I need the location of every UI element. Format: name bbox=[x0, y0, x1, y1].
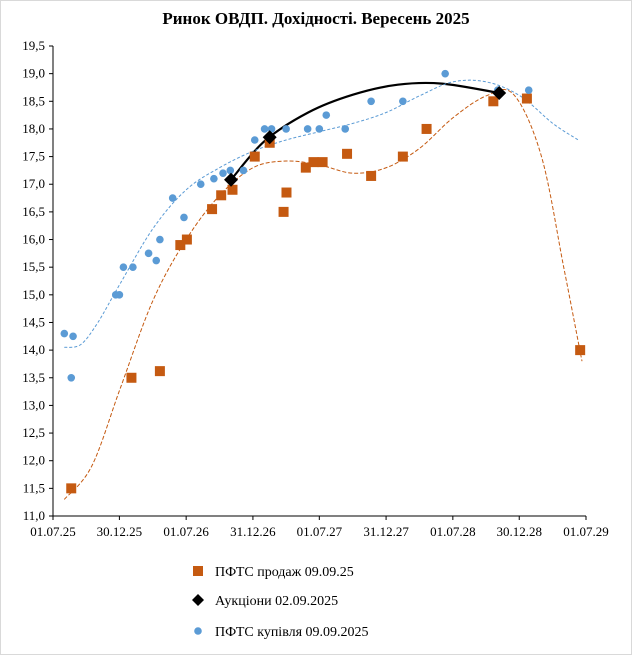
data-point-circle bbox=[303, 125, 312, 133]
x-tick-label: 31.12.26 bbox=[230, 524, 276, 539]
legend-marker-2 bbox=[192, 594, 204, 606]
data-point-square bbox=[249, 151, 260, 162]
x-tick-label: 01.07.26 bbox=[163, 524, 209, 539]
x-tick-label: 01.07.27 bbox=[297, 524, 343, 539]
data-point-square bbox=[300, 162, 311, 173]
data-point-circle bbox=[367, 97, 375, 106]
y-tick-label: 17,0 bbox=[22, 176, 45, 191]
data-point-circle bbox=[60, 329, 69, 338]
data-point-circle bbox=[152, 256, 161, 265]
y-tick-label: 14,0 bbox=[22, 342, 45, 357]
data-point-diamond bbox=[224, 172, 239, 187]
data-point-circle bbox=[119, 263, 128, 271]
data-point-circle bbox=[129, 263, 137, 271]
y-tick-label: 18,0 bbox=[22, 121, 45, 136]
y-tick-label: 14,5 bbox=[22, 314, 45, 329]
data-point-square bbox=[227, 184, 238, 195]
data-point-circle bbox=[210, 174, 218, 183]
data-point-circle bbox=[260, 125, 269, 133]
data-point-square bbox=[154, 366, 165, 377]
data-point-circle bbox=[226, 166, 235, 175]
legend: ПФТС продаж 09.09.25 Аукціони 02.09.2025 П… bbox=[192, 565, 369, 640]
data-point-square bbox=[66, 483, 77, 494]
y-tick-label: 15,5 bbox=[22, 259, 45, 274]
trendline-1 bbox=[63, 89, 583, 500]
data-point-circle bbox=[115, 291, 124, 299]
data-point-circle bbox=[67, 373, 76, 382]
data-marks bbox=[60, 69, 586, 494]
data-point-circle bbox=[282, 125, 290, 133]
y-tick-label: 19,5 bbox=[22, 38, 45, 53]
legend-label-2: Аукціони 02.09.2025 bbox=[215, 594, 338, 609]
data-point-diamond bbox=[262, 130, 277, 145]
data-point-diamond bbox=[492, 86, 507, 100]
data-point-circle bbox=[399, 97, 407, 106]
data-point-circle bbox=[144, 249, 153, 258]
data-point-circle bbox=[250, 136, 259, 144]
y-tick-label: 15,0 bbox=[22, 287, 45, 302]
data-point-square bbox=[181, 234, 192, 245]
x-tick-label: 01.07.28 bbox=[430, 524, 476, 539]
legend-label-1: ПФТС продаж 09.09.25 bbox=[215, 565, 354, 580]
data-point-square bbox=[421, 123, 432, 134]
data-point-circle bbox=[322, 111, 331, 119]
y-tick-label: 13,0 bbox=[22, 397, 45, 412]
y-tick-label: 16,5 bbox=[22, 204, 45, 219]
data-point-square bbox=[342, 148, 353, 159]
data-point-circle bbox=[69, 332, 77, 341]
x-tick-label: 30.12.28 bbox=[496, 524, 542, 539]
y-tick-label: 16,0 bbox=[22, 232, 45, 247]
legend-marker-1 bbox=[193, 566, 203, 576]
data-point-circle bbox=[239, 166, 248, 175]
y-tick-label: 19,0 bbox=[22, 66, 45, 81]
x-tick-label: 01.07.25 bbox=[30, 524, 76, 539]
y-tick-label: 11,5 bbox=[23, 480, 45, 495]
data-point-square bbox=[575, 345, 586, 356]
data-point-square bbox=[175, 240, 186, 251]
data-point-circle bbox=[180, 213, 188, 222]
data-point-square bbox=[308, 157, 319, 168]
data-point-square bbox=[317, 157, 328, 168]
data-point-square bbox=[216, 190, 227, 201]
x-tick-label: 30.12.25 bbox=[97, 524, 143, 539]
y-tick-label: 18,5 bbox=[22, 93, 45, 108]
trendline-3 bbox=[64, 79, 579, 348]
y-tick-label: 12,5 bbox=[22, 425, 45, 440]
data-point-square bbox=[207, 204, 218, 215]
data-point-circle bbox=[156, 235, 164, 244]
legend-label-3: ПФТС купівля 09.09.2025 bbox=[215, 625, 369, 640]
data-point-circle bbox=[219, 169, 227, 177]
y-tick-label: 13,5 bbox=[22, 370, 45, 385]
data-point-square bbox=[366, 170, 377, 181]
x-tick-label: 31.12.27 bbox=[363, 524, 409, 539]
x-tick-label: 01.07.29 bbox=[563, 524, 609, 539]
axes: 11,0 11,5 12,0 12,5 13,0 13,5 14,0 14,5 15,0 15,5… bbox=[22, 38, 609, 539]
y-tick-label: 11,0 bbox=[23, 508, 45, 523]
trendlines bbox=[63, 79, 583, 500]
y-tick-label: 17,5 bbox=[22, 149, 45, 164]
data-point-circle bbox=[341, 125, 350, 133]
data-point-square bbox=[278, 206, 289, 217]
data-point-square bbox=[126, 372, 137, 383]
data-point-circle bbox=[524, 86, 533, 95]
data-point-square bbox=[281, 187, 292, 198]
data-point-circle bbox=[168, 194, 177, 202]
trendline-2 bbox=[230, 81, 500, 181]
data-point-square bbox=[521, 93, 532, 104]
data-point-circle bbox=[315, 125, 324, 133]
data-point-square bbox=[397, 151, 408, 162]
chart-title: Ринок ОВДП. Дохідності. Вересень 2025 bbox=[162, 9, 470, 28]
data-point-square bbox=[488, 96, 499, 107]
legend-marker-3 bbox=[194, 627, 202, 635]
data-point-circle bbox=[196, 180, 205, 189]
data-point-circle bbox=[441, 69, 449, 78]
y-tick-label: 12,0 bbox=[22, 453, 45, 468]
